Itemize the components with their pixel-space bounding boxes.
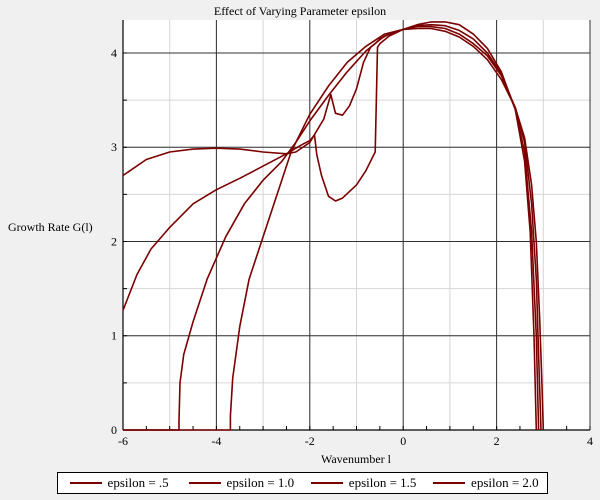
legend-item: epsilon = 2.0 <box>425 475 547 491</box>
legend-label: epsilon = 2.0 <box>471 475 539 490</box>
x-tick-label: -2 <box>305 434 315 448</box>
legend-item: epsilon = 1.0 <box>180 475 302 491</box>
y-tick-label: 2 <box>111 234 117 248</box>
series-line <box>123 27 545 431</box>
y-tick-label: 1 <box>111 329 117 343</box>
legend-item: epsilon = 1.5 <box>303 475 425 491</box>
legend-swatch <box>69 482 102 484</box>
legend-label: epsilon = 1.5 <box>348 475 417 490</box>
legend-item: epsilon = .5 <box>58 475 180 491</box>
legend-label: epsilon = 1.0 <box>226 475 295 490</box>
x-tick-label: 0 <box>400 434 406 448</box>
legend-label: epsilon = .5 <box>107 475 169 490</box>
series-line <box>122 21 538 431</box>
y-axis-label: Growth Rate G(l) <box>8 220 93 234</box>
legend-swatch <box>188 482 221 484</box>
y-tick-label: 3 <box>111 140 117 154</box>
grid-lines <box>122 20 591 431</box>
series-lines <box>122 21 545 431</box>
x-tick-label: -6 <box>118 434 128 448</box>
legend-swatch <box>310 482 343 484</box>
y-tick-label: 4 <box>111 46 117 60</box>
series-line <box>122 23 540 431</box>
x-tick-label: -4 <box>211 434 221 448</box>
chart-title: Effect of Varying Parameter epsilon <box>214 4 386 18</box>
x-axis-label: Wavenumber l <box>321 452 392 466</box>
x-tick-label: 4 <box>587 434 593 448</box>
legend: epsilon = .5 epsilon = 1.0 epsilon = 1.5… <box>57 472 548 494</box>
x-tick-label: 2 <box>494 434 500 448</box>
y-tick-label: 0 <box>111 423 117 437</box>
axes <box>122 20 591 431</box>
legend-swatch <box>433 482 466 484</box>
tick-labels: -6 -4 -2 0 2 4 0 1 2 3 4 <box>111 46 593 448</box>
